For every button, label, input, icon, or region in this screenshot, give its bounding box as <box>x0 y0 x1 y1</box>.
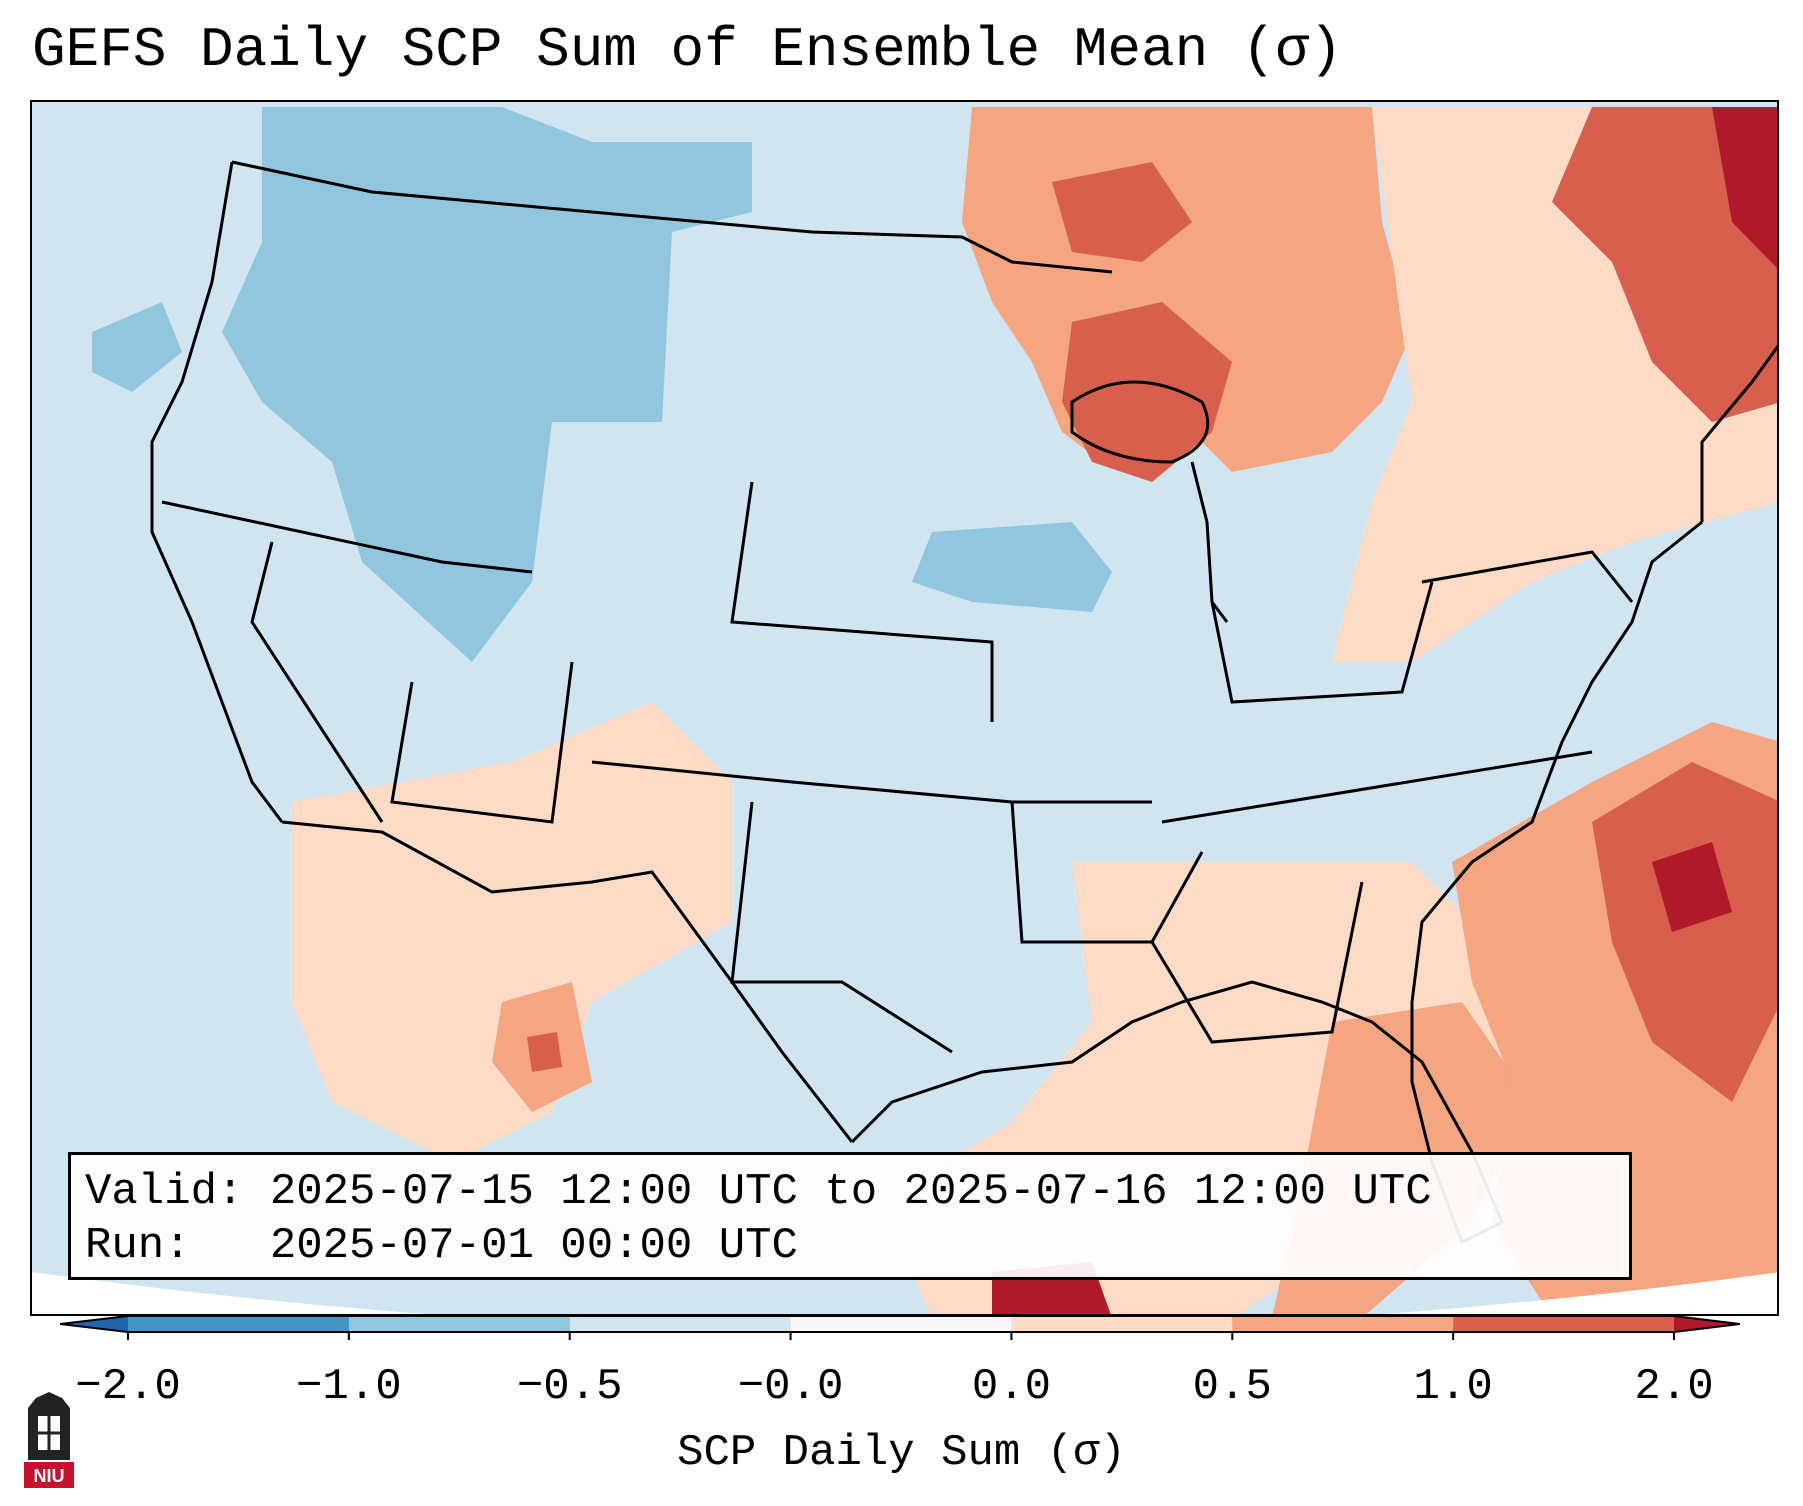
colorbar-tick-label: −0.5 <box>516 1362 623 1412</box>
map-outside-domain <box>32 1272 1777 1314</box>
anomaly-iowa-negative <box>912 522 1112 612</box>
colorbar-extend-left <box>60 1316 128 1332</box>
anomaly-great-lakes-core <box>1062 302 1232 482</box>
logo-badge <box>24 1462 74 1488</box>
state-line-plains <box>730 481 994 722</box>
state-line-west <box>250 541 384 823</box>
anomaly-northwest-negative <box>222 107 752 662</box>
colorbar-extend-right <box>1674 1316 1740 1332</box>
valid-label: Valid: <box>85 1167 244 1217</box>
state-line-tn <box>1161 750 1593 824</box>
state-line-texas <box>730 801 953 1054</box>
map-canvas <box>32 102 1777 1314</box>
anomaly-southwest-positive <box>292 702 732 1162</box>
validity-info-box: Valid: 2025-07-15 12:00 UTC to 2025-07-1… <box>68 1152 1632 1280</box>
lake-michigan <box>1190 461 1229 623</box>
state-line-midwest <box>1010 801 1204 944</box>
anomaly-coast-negative <box>92 302 182 392</box>
canada-border <box>231 160 1113 274</box>
colorbar-tick-label: −1.0 <box>296 1362 402 1412</box>
colorbar-segment <box>1232 1316 1454 1332</box>
colorbar-tick-label: 0.5 <box>1192 1362 1272 1412</box>
run-value: 2025-07-01 00:00 UTC <box>269 1221 798 1271</box>
colorbar <box>60 1315 1740 1340</box>
valid-line: Valid: 2025-07-15 12:00 UTC to 2025-07-1… <box>85 1165 1615 1219</box>
colorbar-tick-label: 0.0 <box>971 1362 1052 1412</box>
great-lakes-outline <box>1070 380 1210 464</box>
run-label: Run: <box>85 1221 191 1271</box>
anomaly-northeast-core <box>1552 107 1777 422</box>
us-west-coast <box>150 161 284 823</box>
state-line-ne <box>161 500 533 574</box>
state-line-ohio <box>1210 581 1434 704</box>
northeast-coast <box>1700 344 1777 522</box>
anomaly-southwest-peak <box>527 1032 562 1072</box>
colorbar-tick-label: 1.0 <box>1413 1362 1493 1412</box>
colorbar-segment <box>128 1316 350 1332</box>
run-line: Run: 2025-07-01 00:00 UTC <box>85 1219 1615 1273</box>
state-line-central <box>591 760 1152 804</box>
state-line-southeast <box>1150 881 1364 1044</box>
gulf-coast <box>850 980 1373 1144</box>
colorbar-segment <box>790 1316 1012 1332</box>
state-line-ny <box>1421 550 1634 603</box>
colorbar-tick-label: −2.0 <box>75 1362 181 1412</box>
valid-value: 2025-07-15 12:00 UTC to 2025-07-16 12:00… <box>269 1167 1432 1217</box>
anomaly-northeast-peak <box>1712 107 1777 268</box>
state-borders <box>150 160 1777 1245</box>
anomaly-atlantic-peak <box>1652 842 1732 932</box>
state-line-rockies <box>390 661 574 824</box>
mexico-border <box>281 820 854 1143</box>
east-coast <box>1410 520 1703 1003</box>
anomaly-atlantic-core <box>1592 762 1777 1102</box>
chart-title: GEFS Daily SCP Sum of Ensemble Mean (σ) <box>32 18 1343 82</box>
colorbar-segment <box>1453 1316 1675 1332</box>
anomaly-canada-core <box>1052 162 1192 262</box>
colorbar-tick-label: −0.0 <box>737 1362 844 1412</box>
colorbar-segment <box>1011 1316 1233 1332</box>
colorbar-segment <box>569 1316 792 1332</box>
colorbar-tick-label: 2.0 <box>1634 1362 1714 1412</box>
map-panel: Valid: 2025-07-15 12:00 UTC to 2025-07-1… <box>30 100 1779 1316</box>
niu-logo: NIU <box>24 1392 74 1488</box>
logo-text: NIU <box>34 1466 65 1486</box>
colorbar-segment <box>348 1316 571 1332</box>
colorbar-label: SCP Daily Sum (σ) <box>677 1428 1126 1478</box>
